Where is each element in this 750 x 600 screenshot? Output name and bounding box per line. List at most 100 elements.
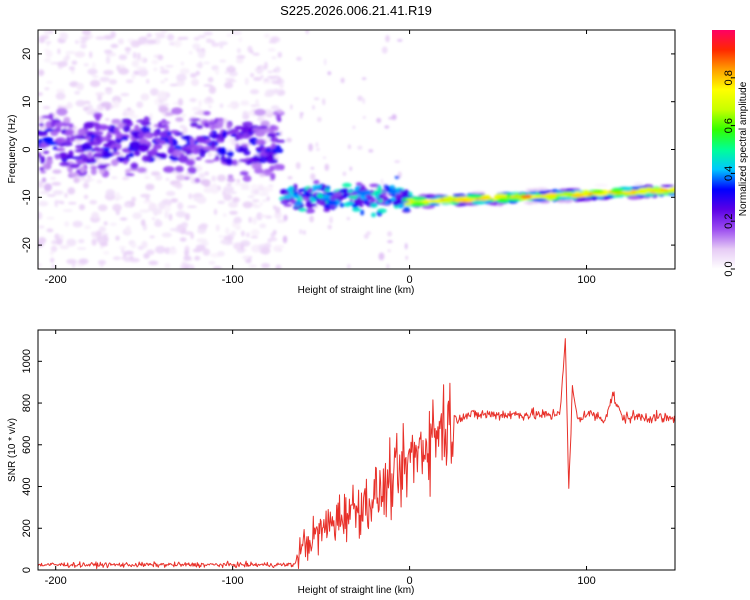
spectrogram-cell	[287, 176, 293, 180]
spectrogram-cell	[208, 85, 217, 94]
spectrogram-cell	[187, 205, 197, 208]
spectrogram-cell	[45, 50, 53, 58]
spectrogram-cell	[38, 263, 42, 267]
spectrogram-cell	[75, 100, 86, 107]
spectrogram-cell	[71, 156, 83, 160]
colorbar-tick-label: 0.0	[723, 261, 735, 276]
spectrogram-cell	[239, 171, 249, 176]
spectrogram-cell	[378, 198, 383, 203]
spectrogram-cell	[590, 195, 598, 201]
spectrogram-cell	[254, 108, 266, 116]
spectrogram-cell	[84, 225, 91, 230]
spectrogram-cell	[251, 161, 262, 170]
spectrogram-cell	[394, 175, 400, 180]
spectrogram-cell	[266, 75, 277, 79]
spectrogram-cell	[253, 205, 261, 209]
spectrogram-cell	[298, 208, 308, 212]
spectrogram-cell	[466, 194, 483, 199]
spectrogram-cell	[130, 40, 141, 48]
spectrogram-cell	[57, 48, 61, 55]
spectrogram-cell	[38, 237, 47, 244]
spectrogram-cell	[429, 203, 441, 206]
spectrogram-cell	[228, 65, 234, 70]
spectrogram-cell	[155, 245, 166, 254]
spectrogram-cell	[59, 244, 70, 250]
snr-ytick-label: 400	[21, 477, 33, 495]
spectrogram-cell	[327, 71, 332, 75]
spectrogram-cell	[125, 225, 131, 234]
spectrogram-cell	[238, 37, 243, 42]
spectrogram-cell	[130, 242, 137, 249]
spectrogram-cell	[132, 52, 137, 59]
spectrogram-cell	[255, 138, 266, 146]
spectrogram-cell	[131, 72, 136, 80]
snr-xtick-label: 0	[407, 575, 413, 587]
spectrogram-cell	[207, 151, 213, 158]
spectrogram-cell	[223, 185, 234, 193]
spectrogram-cell	[559, 188, 567, 192]
spectrogram-cell	[181, 113, 187, 117]
spectrogram-cell	[119, 217, 128, 221]
spectrogram-cell	[381, 191, 387, 196]
snr-xtick-label: -200	[45, 575, 67, 587]
spectrogram-cell	[43, 58, 52, 63]
spectrogram-cell	[395, 189, 401, 194]
spectrogram-cell	[213, 208, 218, 216]
spectrogram-cell	[215, 155, 220, 159]
spectrogram-cell	[77, 128, 87, 136]
spectrogram-cell	[252, 216, 257, 225]
spectrogram-cell	[92, 75, 99, 78]
spectrogram-cell	[322, 156, 327, 159]
spectrogram-cell	[50, 62, 54, 65]
spectrogram-cell	[208, 261, 216, 265]
spectrogram-cell	[98, 226, 107, 233]
spectrogram-cell	[50, 130, 59, 137]
spectrogram-cell	[260, 74, 264, 79]
spectrogram-cell	[357, 95, 363, 102]
spectrogram-cell	[145, 183, 155, 191]
spectrogram-cell	[312, 105, 315, 110]
spectrogram-cell	[177, 155, 190, 163]
colorbar: 0.0 0.2 0.4 0.6 0.8 Normalized spectral ampl…	[712, 30, 749, 277]
spectrogram-cell	[253, 189, 260, 195]
spectrogram-cell	[113, 146, 118, 154]
spectrogram-cell	[140, 93, 150, 101]
spectrogram-cell	[362, 97, 365, 105]
spectrogram-cell	[140, 121, 152, 126]
spectrogram-cell	[100, 242, 108, 247]
spectrogram-cell	[184, 213, 191, 221]
spectrogram-cell	[591, 189, 604, 193]
spectrogram-cell	[277, 51, 282, 58]
spectrogram-cell	[177, 202, 184, 210]
spectrogram-cell	[131, 196, 136, 203]
spectrogram-cell	[254, 68, 260, 72]
spectrogram-cell	[189, 98, 197, 102]
spectrogram-cell	[160, 103, 170, 107]
spectrogram-cell	[302, 230, 306, 235]
spectrogram-cell	[46, 228, 54, 233]
spectrogram-cell	[219, 147, 227, 154]
spectrogram-cell	[258, 184, 264, 187]
spectrogram-cell	[54, 121, 65, 128]
spectrogram-cell	[370, 197, 376, 203]
spectrogram-cell	[47, 194, 56, 197]
spectrogram-xlabel: Height of straight line (km)	[298, 285, 415, 296]
spectrogram-cell	[94, 122, 101, 131]
spectrogram-cell	[268, 186, 273, 192]
spectrogram-cell	[104, 87, 113, 90]
spectrogram-cell	[205, 96, 213, 102]
spectrogram-cell	[363, 200, 368, 205]
spectrogram-cell	[225, 157, 232, 165]
spectrogram-cell	[198, 99, 202, 108]
spectrogram-cell	[199, 223, 209, 229]
spectrogram-cell	[103, 69, 114, 76]
spectrogram-cell	[242, 201, 253, 209]
spectrogram-cell	[412, 196, 427, 201]
spectrogram-ytick-label: 0	[21, 146, 33, 152]
spectrogram-cell	[108, 79, 118, 85]
spectrogram-cell	[62, 209, 73, 212]
spectrogram-cell	[252, 199, 260, 202]
spectrogram-cell	[297, 188, 304, 193]
spectrogram-cell	[122, 176, 130, 180]
